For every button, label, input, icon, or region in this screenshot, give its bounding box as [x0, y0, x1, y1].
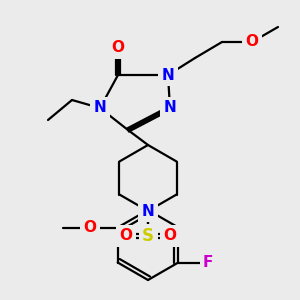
Text: N: N — [162, 68, 174, 82]
Text: N: N — [142, 203, 154, 218]
Text: N: N — [94, 100, 106, 116]
Text: F: F — [203, 255, 214, 270]
Text: O: O — [245, 34, 259, 50]
Text: O: O — [119, 229, 133, 244]
Text: O: O — [83, 220, 96, 235]
Text: O: O — [112, 40, 124, 56]
Text: N: N — [164, 100, 176, 116]
Text: O: O — [164, 229, 176, 244]
Text: S: S — [142, 227, 154, 245]
